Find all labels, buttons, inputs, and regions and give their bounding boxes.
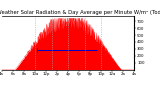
Title: Milwaukee Weather Solar Radiation & Day Average per Minute W/m² (Today): Milwaukee Weather Solar Radiation & Day … — [0, 10, 160, 15]
